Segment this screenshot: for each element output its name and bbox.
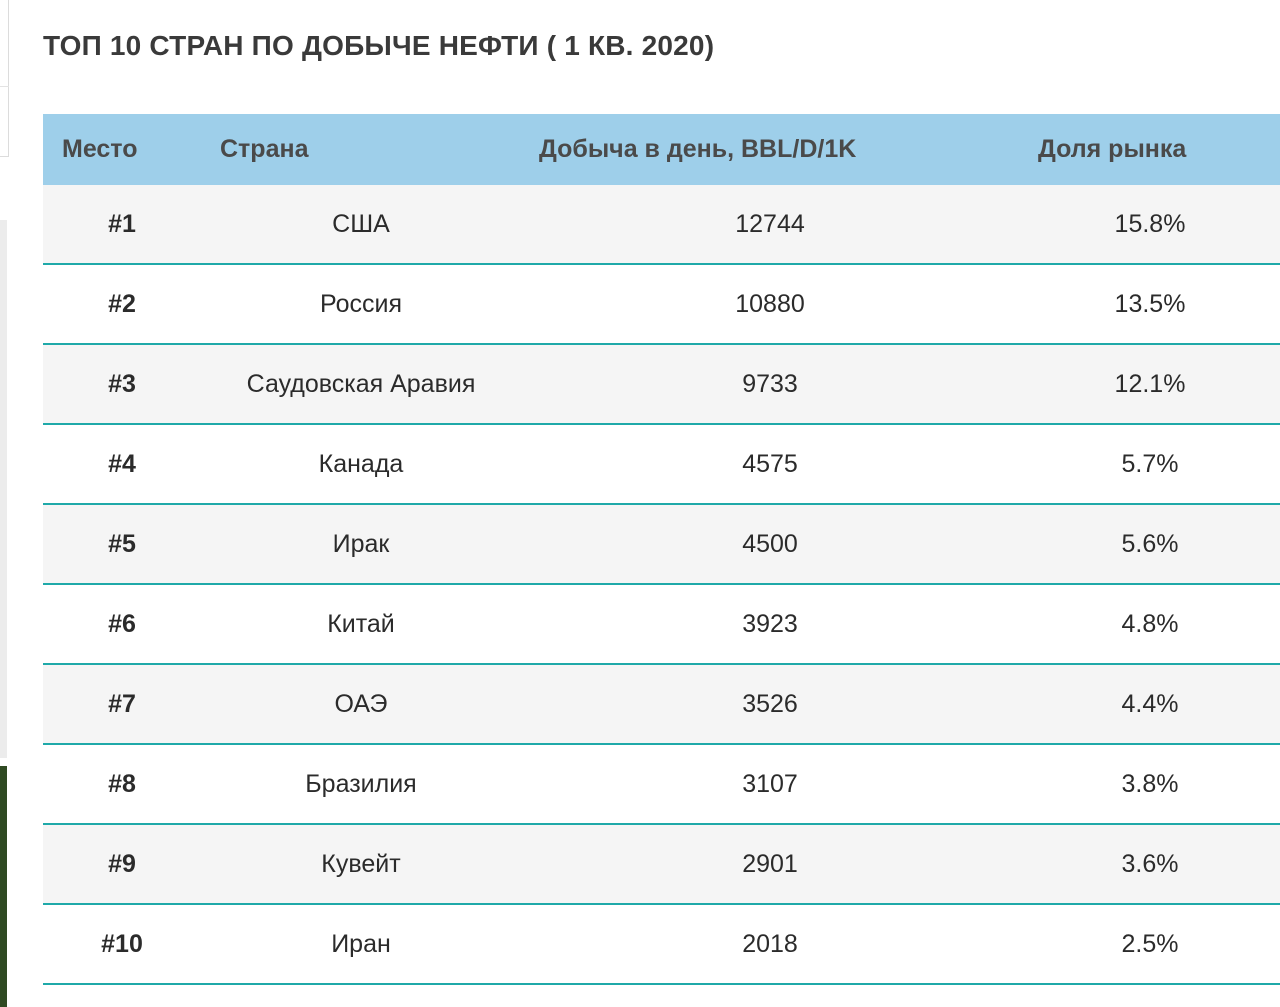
country-cell: Кувейт [321,850,401,878]
table-header: Место Страна Добыча в день, BBL/D/1K Дол… [43,114,1280,185]
left-edge-divider [0,86,9,87]
header-production: Добыча в день, BBL/D/1K [539,135,857,163]
share-cell: 5.7% [1121,450,1179,478]
production-cell: 12744 [735,210,805,238]
country-cell: Китай [327,610,395,638]
rank-cell: #6 [108,610,136,638]
left-edge-panel-bottom [0,766,7,1007]
table-row: #2 Россия 10880 13.5% [43,265,1280,345]
production-cell: 4575 [742,450,798,478]
production-cell: 3107 [742,770,798,798]
table-row: #7 ОАЭ 3526 4.4% [43,665,1280,745]
left-edge-panel-top [0,0,9,157]
share-cell: 2.5% [1121,930,1179,958]
table-row: #1 США 12744 15.8% [43,185,1280,265]
production-cell: 3923 [742,610,798,638]
header-share: Доля рынка [1038,135,1187,163]
country-cell: Канада [318,450,404,478]
rank-cell: #4 [108,450,136,478]
production-cell: 10880 [735,290,805,318]
country-cell: Саудовская Аравия [246,370,476,398]
table-row: #3 Саудовская Аравия 9733 12.1% [43,345,1280,425]
rank-cell: #1 [108,210,136,238]
share-cell: 3.6% [1121,850,1179,878]
rank-cell: #9 [108,850,136,878]
production-cell: 2901 [742,850,798,878]
share-cell: 3.8% [1121,770,1179,798]
country-cell: Бразилия [305,770,417,798]
share-cell: 4.4% [1121,690,1179,718]
country-cell: Ирак [332,530,390,558]
rank-cell: #8 [108,770,136,798]
production-cell: 3526 [742,690,798,718]
production-cell: 2018 [742,930,798,958]
rank-cell: #5 [108,530,136,558]
production-cell: 9733 [742,370,798,398]
rank-cell: #3 [108,370,136,398]
rank-cell: #10 [101,930,143,958]
rank-cell: #7 [108,690,136,718]
rank-cell: #2 [108,290,136,318]
country-cell: Иран [331,930,391,958]
oil-production-table: Место Страна Добыча в день, BBL/D/1K Дол… [43,114,1280,985]
page-title: ТОП 10 СТРАН ПО ДОБЫЧЕ НЕФТИ ( 1 КВ. 202… [43,30,715,61]
table-row: #6 Китай 3923 4.8% [43,585,1280,665]
share-cell: 15.8% [1114,210,1186,238]
table-row: #10 Иран 2018 2.5% [43,905,1280,985]
country-cell: ОАЭ [334,690,388,718]
country-cell: Россия [320,290,402,318]
share-cell: 13.5% [1114,290,1186,318]
production-cell: 4500 [742,530,798,558]
header-rank: Место [62,135,138,163]
share-cell: 5.6% [1121,530,1179,558]
share-cell: 12.1% [1114,370,1186,398]
header-country: Страна [220,135,309,163]
table-row: #5 Ирак 4500 5.6% [43,505,1280,585]
country-cell: США [332,210,390,238]
table-row: #9 Кувейт 2901 3.6% [43,825,1280,905]
table-row: #4 Канада 4575 5.7% [43,425,1280,505]
table-row: #8 Бразилия 3107 3.8% [43,745,1280,825]
share-cell: 4.8% [1121,610,1179,638]
left-edge-panel-middle [0,220,7,758]
